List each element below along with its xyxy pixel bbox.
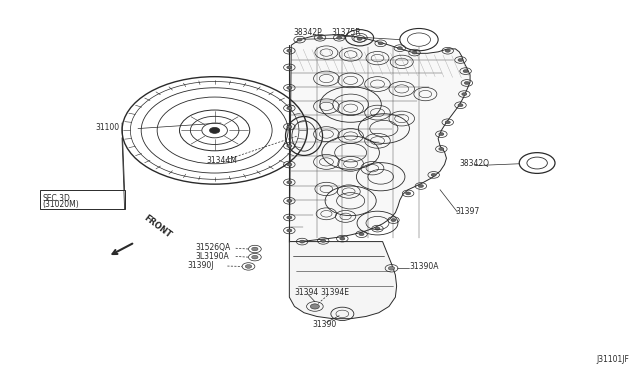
Circle shape [287,125,292,128]
Circle shape [378,42,383,45]
Text: 31394: 31394 [294,288,319,297]
Circle shape [359,233,364,235]
Circle shape [419,185,424,187]
Polygon shape [289,241,397,319]
Circle shape [245,264,252,268]
Circle shape [397,46,403,49]
Text: J31101JF: J31101JF [597,355,630,364]
Polygon shape [289,35,470,241]
Circle shape [412,51,417,54]
Circle shape [445,49,451,52]
Circle shape [406,192,411,195]
Circle shape [287,163,292,166]
Circle shape [287,49,292,52]
Circle shape [340,237,345,240]
Text: (31020M): (31020M) [42,200,79,209]
Text: 31100: 31100 [95,123,119,132]
Circle shape [321,239,326,242]
Circle shape [458,104,463,107]
Circle shape [209,128,220,134]
Circle shape [310,304,319,309]
Text: FRONT: FRONT [143,213,173,239]
Circle shape [357,37,362,40]
Text: 38342Q: 38342Q [460,159,489,168]
Circle shape [287,107,292,110]
Circle shape [300,240,305,243]
Circle shape [287,86,292,89]
Circle shape [297,38,302,41]
Circle shape [287,216,292,219]
Text: 31394E: 31394E [320,288,349,297]
Text: 31390: 31390 [312,321,337,330]
Text: 31344M: 31344M [206,156,237,165]
Circle shape [458,58,463,61]
Circle shape [388,266,395,270]
Text: 3L3190A: 3L3190A [195,251,229,260]
Circle shape [439,147,444,150]
Circle shape [463,70,468,73]
Text: 31375R: 31375R [332,28,361,37]
Circle shape [431,173,436,176]
Text: 31526QA: 31526QA [195,243,231,251]
Circle shape [287,144,292,147]
Text: 31397: 31397 [456,207,479,216]
Circle shape [287,181,292,184]
Circle shape [287,199,292,202]
Circle shape [287,66,292,69]
Circle shape [445,121,451,124]
Circle shape [375,227,380,230]
Bar [40,190,125,209]
Circle shape [252,255,258,259]
Text: SEC.3D: SEC.3D [42,195,70,203]
Circle shape [391,219,396,222]
Circle shape [465,81,469,84]
Text: 31390J: 31390J [187,261,214,270]
Circle shape [252,247,258,251]
Circle shape [337,36,342,39]
Text: 38342P: 38342P [293,28,322,37]
Circle shape [287,229,292,232]
Circle shape [317,36,323,39]
Circle shape [462,93,467,96]
Circle shape [439,133,444,136]
Text: 31390A: 31390A [410,262,439,271]
